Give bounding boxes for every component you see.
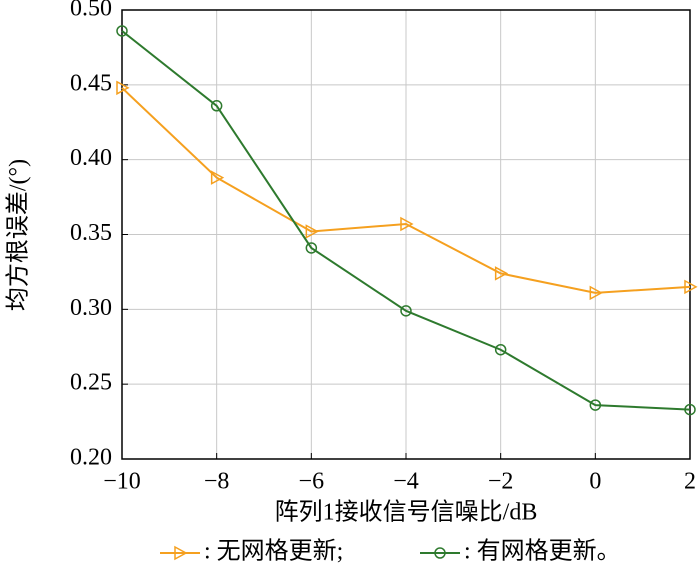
y-tick-label: 0.25	[70, 370, 112, 396]
x-axis-label: 阵列1接收信号信噪比/dB	[275, 499, 538, 526]
data-point	[305, 242, 318, 254]
x-tick-label: −8	[204, 469, 230, 495]
data-point	[494, 266, 509, 281]
legend-marker	[174, 545, 188, 561]
x-tick-label: −4	[393, 469, 419, 495]
x-tick-label: 2	[684, 469, 696, 495]
x-tick-label: −2	[488, 469, 514, 495]
plot-frame	[121, 9, 691, 460]
series-line	[121, 87, 691, 294]
x-tick-label: −6	[299, 469, 325, 495]
y-tick-label: 0.50	[70, 0, 112, 22]
y-tick-label: 0.40	[70, 145, 112, 171]
data-point	[400, 216, 414, 232]
x-tick-label: 0	[589, 469, 601, 495]
data-point	[210, 170, 225, 185]
legend-marker	[434, 547, 446, 559]
data-point	[116, 80, 130, 96]
data-point	[210, 100, 223, 112]
legend-label: : 有网格更新。	[464, 538, 621, 565]
y-tick-label: 0.20	[70, 445, 112, 471]
y-axis-label: 均方根误差/(°)	[5, 159, 32, 311]
y-tick-label: 0.45	[70, 70, 112, 96]
series-line	[121, 30, 691, 411]
y-tick-label: 0.30	[70, 295, 112, 321]
data-point	[684, 403, 696, 416]
data-point	[589, 399, 602, 411]
data-point	[400, 305, 412, 317]
data-point	[116, 25, 128, 37]
data-point	[305, 224, 319, 239]
x-tick-label: −10	[103, 469, 141, 495]
y-tick-label: 0.35	[70, 220, 112, 246]
data-point	[494, 343, 507, 356]
data-point	[684, 279, 698, 295]
data-point	[589, 285, 603, 301]
legend-label: : 无网格更新;	[204, 538, 343, 565]
